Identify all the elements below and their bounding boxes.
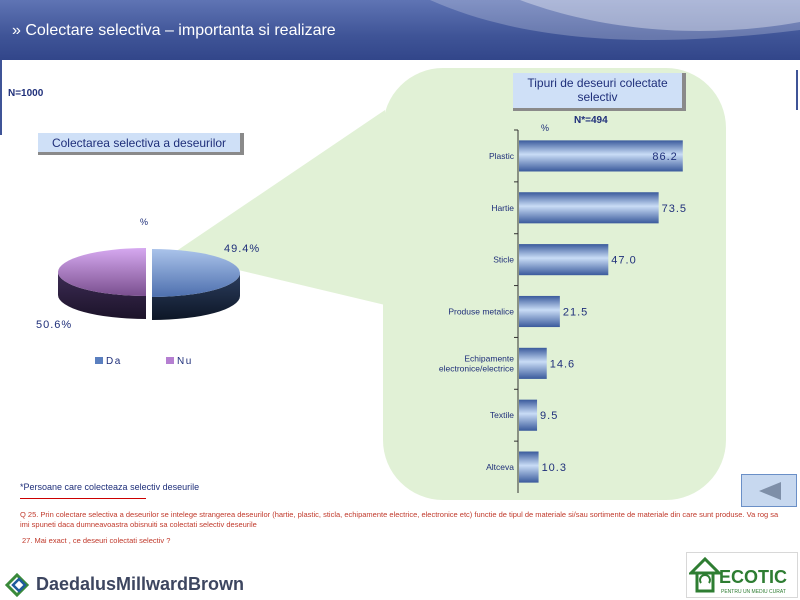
bar-category-label: Hartie [491, 203, 514, 213]
bar-3 [519, 295, 560, 328]
left-divider [0, 60, 2, 135]
bar-1 [519, 192, 659, 224]
daedalus-logo-mark [4, 572, 30, 598]
bar-unit-label: % [541, 123, 550, 133]
bar-value-label: 10.3 [542, 462, 567, 474]
bar-category-label: Echipamente electronice/electrice [439, 353, 514, 373]
ecotic-tagline: PENTRU UN MEDIU CURAT [721, 589, 786, 595]
question-27-text: 27. Mai exact , ce deseuri colectati sel… [22, 536, 171, 545]
footnote-divider [20, 498, 146, 499]
detail-panel [383, 68, 726, 500]
bar-category-label: Altceva [486, 462, 514, 472]
daedalus-logo-text: DaedalusMillwardBrown [36, 574, 245, 594]
header-wave-decoration [430, 0, 800, 40]
bar-category-label: Plastic [489, 151, 515, 161]
pie-slice-da-side [152, 273, 240, 320]
pie-label-da: 49.4% [224, 243, 260, 255]
footnote: *Persoane care colecteaza selectiv deseu… [20, 482, 200, 492]
bar-value-label: 73.5 [662, 203, 687, 215]
ecotic-logo-text: ECOTIC [719, 567, 788, 587]
back-arrow-icon [759, 482, 781, 500]
bar-category-label: Sticle [493, 255, 514, 265]
right-sample-size-label: N*=494 [574, 115, 608, 126]
question-25-text: Q 25. Prin colectare selectiva a deseuri… [20, 510, 779, 529]
back-button[interactable] [741, 474, 797, 507]
bar-value-label: 14.6 [550, 358, 575, 370]
left-chart-title: Colectarea selectiva a deseurilor [38, 133, 244, 155]
bar-0 [519, 140, 683, 172]
page-title: » Colectare selectiva – importanta si re… [12, 22, 336, 39]
bar-2 [519, 244, 609, 276]
bar-value-label: 47.0 [611, 255, 636, 267]
right-divider [796, 70, 798, 110]
pie-label-nu: 50.6% [36, 319, 72, 331]
bar-value-label: 21.5 [563, 307, 588, 319]
bar-value-label: 86.2 [652, 151, 677, 163]
pie-slice-nu [58, 248, 146, 296]
legend-swatch-da [95, 357, 103, 364]
legend-swatch-nu [166, 357, 174, 364]
header-bar: » Colectare selectiva – importanta si re… [0, 0, 800, 60]
bar-6 [519, 451, 539, 483]
legend-label-nu: Nu [177, 356, 193, 367]
pie-unit-label: % [140, 217, 149, 227]
right-chart-title: Tipuri de deseuri colectate selectiv [513, 73, 686, 111]
daedalus-logo: DaedalusMillwardBrown [4, 572, 244, 600]
bar-category-label: Textile [490, 410, 514, 420]
bar-value-label: 9.5 [540, 410, 558, 422]
pie-slice-nu-side [58, 272, 146, 319]
bar-category-label: Produse metalice [448, 307, 514, 317]
bar-5 [519, 399, 538, 431]
sample-size-label: N=1000 [8, 88, 44, 99]
legend-label-da: Da [106, 356, 122, 367]
ecotic-logo: ECOTIC PENTRU UN MEDIU CURAT [686, 552, 798, 598]
recycle-house-icon [689, 556, 721, 593]
bar-4 [519, 347, 547, 379]
pie-slice-da [152, 249, 240, 297]
